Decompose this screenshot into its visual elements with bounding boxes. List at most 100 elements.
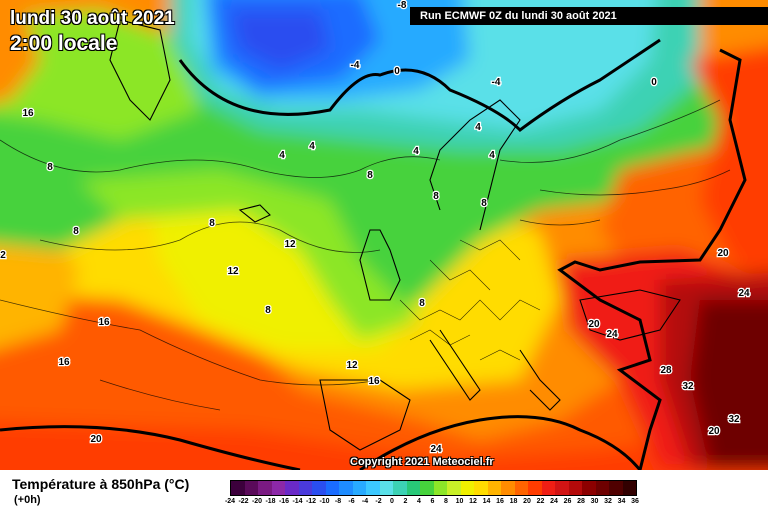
run-label: Run ECMWF 0Z du lundi 30 août 2021 <box>410 7 768 25</box>
isotherm-label: 24 <box>430 444 442 455</box>
isotherm-label: 20 <box>708 426 720 437</box>
isotherm-label: 4 <box>489 150 495 161</box>
isotherm-twenty-east <box>557 48 747 470</box>
scale-label: 36 <box>631 498 639 505</box>
coast-greece <box>519 349 561 411</box>
isotherm-label: 12 <box>284 239 296 250</box>
isotherm-label: 2 <box>0 250 6 261</box>
coast-scandinavia <box>429 99 521 231</box>
isotherm-label: 8 <box>47 162 53 173</box>
isotherm-label: 16 <box>98 317 110 328</box>
scale-label: -14 <box>292 498 303 505</box>
isotherm-label: 32 <box>728 414 740 425</box>
scale-label: -6 <box>348 498 355 505</box>
isotherm-label: 4 <box>279 150 285 161</box>
coast-italy <box>429 329 481 401</box>
scale-swatch <box>231 481 245 495</box>
scale-swatch <box>312 481 326 495</box>
scale-label: 12 <box>469 498 477 505</box>
isotherm-label: 20 <box>717 248 729 259</box>
isotherm-label: 12 <box>227 266 239 277</box>
isotherm-label: 24 <box>606 329 618 340</box>
scale-swatch <box>528 481 542 495</box>
scale-label: -18 <box>265 498 276 505</box>
scale-label: 8 <box>444 498 448 505</box>
scale-swatch <box>487 481 501 495</box>
scale-label: -20 <box>251 498 263 505</box>
isotherm-label: 8 <box>209 218 215 229</box>
zone-mideast-maroon <box>690 300 768 470</box>
scale-label: -10 <box>319 498 330 505</box>
scale-label: 32 <box>604 498 612 505</box>
scale-label: 28 <box>577 498 585 505</box>
scale-swatch <box>582 481 596 495</box>
isotherm-label: 8 <box>419 298 425 309</box>
zone-north-africa <box>0 421 768 470</box>
scale-label: -16 <box>278 498 290 505</box>
isotherm-label: 16 <box>22 108 34 119</box>
borders-europe <box>399 239 541 361</box>
isotherm-label: -4 <box>492 77 501 88</box>
zone-east-red <box>690 47 768 289</box>
scale-swatch <box>393 481 407 495</box>
zone-light-green-north <box>0 10 200 140</box>
scale-label: 20 <box>523 498 531 505</box>
legend-title: Température à 850hPa (°C) <box>12 476 190 492</box>
isotherm-label: 20 <box>588 319 600 330</box>
isotherm-label-layer: -8 -4 0 -4 0 16 4 4 4 4 4 8 8 8 8 8 8 2 12 12 8 8 16 16 12 16 20 24… <box>0 0 751 456</box>
scale-swatch <box>622 481 636 495</box>
forecast-date: lundi 30 août 2021 <box>10 8 175 29</box>
scale-swatch <box>501 481 515 495</box>
isotherm-zero <box>178 38 661 132</box>
coast-greenland <box>109 19 171 121</box>
isotherm-label: 16 <box>368 376 380 387</box>
isotherm-label: 4 <box>413 146 419 157</box>
isotherm-label: 0 <box>394 66 400 77</box>
scale-label: 6 <box>430 498 435 505</box>
isotherm-label: 8 <box>367 170 373 181</box>
copyright: Copyright 2021 Meteociel.fr <box>350 456 494 468</box>
scale-swatch <box>514 481 528 495</box>
scale-swatch <box>325 481 339 495</box>
isotherm-label: 20 <box>90 434 102 445</box>
scale-swatch <box>298 481 312 495</box>
isotherm-twenty-north-africa <box>0 425 301 470</box>
temperature-map: -8 -4 0 -4 0 16 4 4 4 4 4 8 8 8 8 8 8 2 12 12 8 8 16 16 12 16 20 24… <box>0 0 768 470</box>
scale-label: 24 <box>550 498 558 505</box>
forecast-time: 2:00 locale <box>10 32 118 55</box>
scale-label: -8 <box>334 498 342 505</box>
isotherm-twenty-south <box>359 415 642 470</box>
scale-swatch <box>366 481 380 495</box>
scale-label: -22 <box>238 498 249 505</box>
scale-swatch <box>541 481 555 495</box>
scale-swatch <box>595 481 609 495</box>
scale-label: -4 <box>361 498 369 505</box>
scale-swatch <box>339 481 353 495</box>
scale-label: 22 <box>536 498 545 505</box>
scale-swatch <box>568 481 582 495</box>
scale-swatch <box>244 481 258 495</box>
scale-label: 4 <box>417 498 421 505</box>
isotherm-label: 32 <box>682 381 694 392</box>
scale-swatch <box>352 481 366 495</box>
scale-swatch <box>379 481 393 495</box>
isotherm-label: -8 <box>398 0 407 11</box>
color-scale <box>230 480 637 496</box>
legend-subtitle: (+0h) <box>14 494 41 506</box>
scale-label: 26 <box>563 498 572 505</box>
scale-label: 30 <box>590 498 599 505</box>
coast-black-sea <box>579 289 681 341</box>
isotherm-label: 24 <box>738 288 750 299</box>
scale-label: 14 <box>482 498 491 505</box>
isotherm-label: 4 <box>309 141 315 152</box>
isotherm-label: 28 <box>660 365 672 376</box>
coast-iberia <box>319 379 411 451</box>
scale-label: -2 <box>375 498 382 505</box>
scale-label: 2 <box>403 498 408 505</box>
zone-deep-blue <box>230 10 330 70</box>
isotherm-label: 8 <box>433 191 439 202</box>
scale-swatch <box>609 481 623 495</box>
isotherm-label: 8 <box>73 226 79 237</box>
scale-label: 18 <box>509 498 518 505</box>
scale-label: -24 <box>224 498 236 505</box>
